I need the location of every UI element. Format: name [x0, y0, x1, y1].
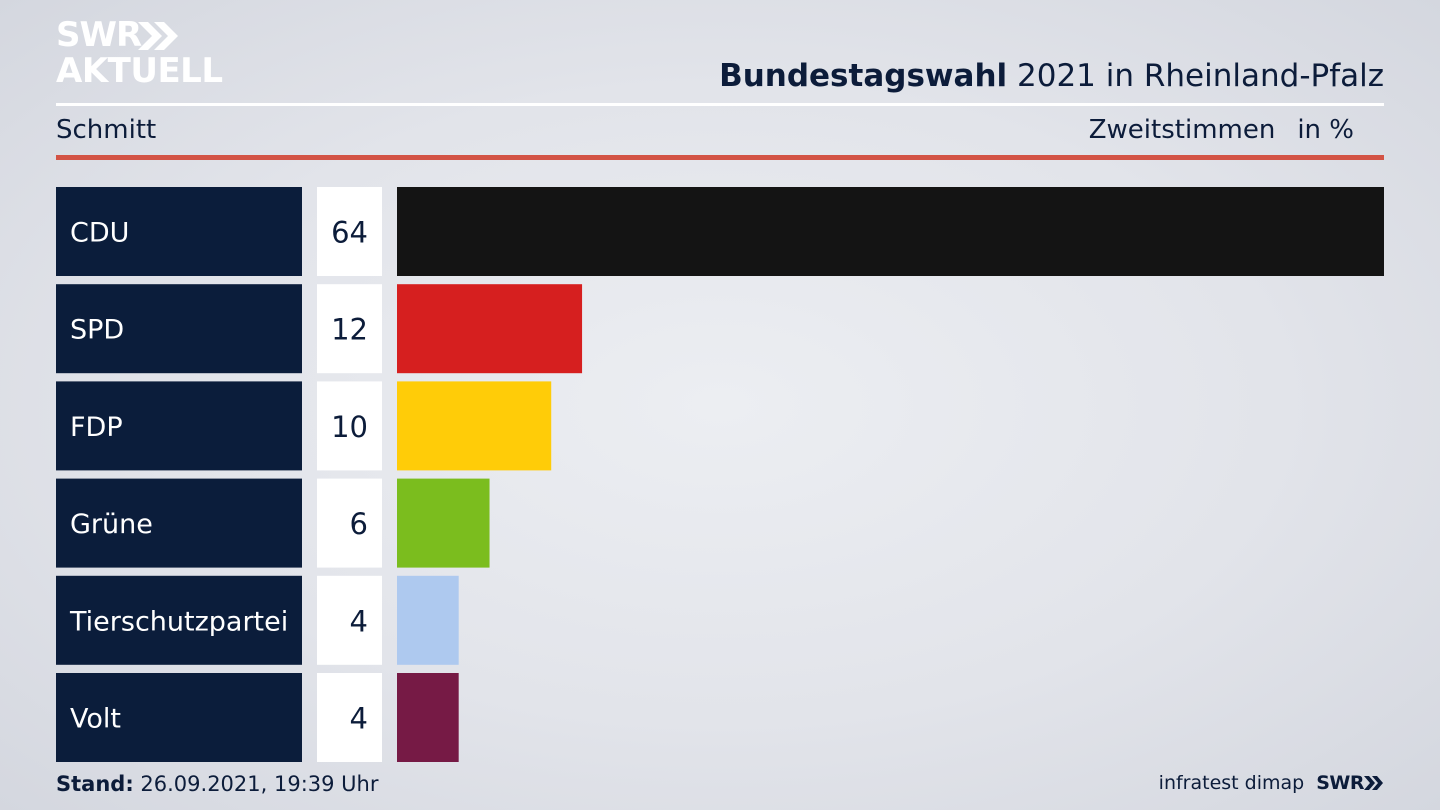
timestamp-value: 26.09.2021, 19:39 Uhr — [133, 772, 379, 796]
value-label: 4 — [350, 604, 368, 638]
party-label-box — [56, 478, 302, 568]
chart-title-bold: Bundestagswahl — [719, 58, 1008, 94]
chart-title-rest: 2021 in Rheinland-Pfalz — [1007, 58, 1384, 94]
value-box — [317, 284, 382, 374]
party-label: Grüne — [70, 509, 153, 540]
party-label-box — [56, 673, 302, 762]
bar — [397, 478, 490, 568]
party-label-box — [56, 381, 302, 471]
bar — [397, 575, 459, 665]
source-brand: SWR — [1316, 772, 1364, 794]
measure-unit-label: Zweitstimmen in % — [1089, 115, 1354, 145]
timestamp: Stand: 26.09.2021, 19:39 Uhr — [56, 772, 379, 796]
value-box — [317, 381, 382, 471]
value-box — [317, 673, 382, 762]
party-label-box — [56, 575, 302, 665]
swr-aktuell-logo: SWR AKTUELL — [56, 16, 226, 90]
value-box — [317, 478, 382, 568]
party-label: FDP — [70, 412, 123, 443]
source-credit: infratest dimap SWR — [1159, 772, 1384, 794]
value-label: 10 — [331, 410, 368, 444]
party-label: Tierschutzpartei — [69, 606, 288, 637]
source-name: infratest dimap — [1158, 772, 1305, 794]
bar — [397, 381, 552, 471]
accent-divider — [56, 155, 1384, 160]
value-box — [317, 187, 382, 276]
brand-chevrons-icon — [1364, 776, 1383, 790]
timestamp-label: Stand: — [56, 772, 134, 796]
party-label: CDU — [70, 218, 129, 249]
unit-label: in % — [1297, 115, 1354, 145]
header-divider — [56, 103, 1384, 106]
chart-title: Bundestagswahl 2021 in Rheinland-Pfalz — [719, 58, 1384, 94]
party-label: SPD — [70, 315, 124, 346]
bar — [397, 284, 583, 374]
bar — [397, 187, 1384, 276]
measure-label: Zweitstimmen — [1088, 115, 1276, 145]
value-box — [317, 575, 382, 665]
value-label: 4 — [350, 702, 368, 736]
value-label: 12 — [331, 313, 368, 347]
party-label: Volt — [70, 704, 121, 735]
logo-text-aktuell: AKTUELL — [56, 51, 223, 91]
logo-chevrons-icon — [138, 22, 178, 50]
chart-subtitle: Schmitt — [56, 115, 157, 145]
bar — [397, 673, 459, 762]
party-label-box — [56, 284, 302, 374]
value-label: 64 — [331, 216, 368, 250]
value-label: 6 — [350, 507, 368, 541]
party-label-box — [56, 187, 302, 276]
logo-text-swr: SWR — [56, 15, 142, 55]
